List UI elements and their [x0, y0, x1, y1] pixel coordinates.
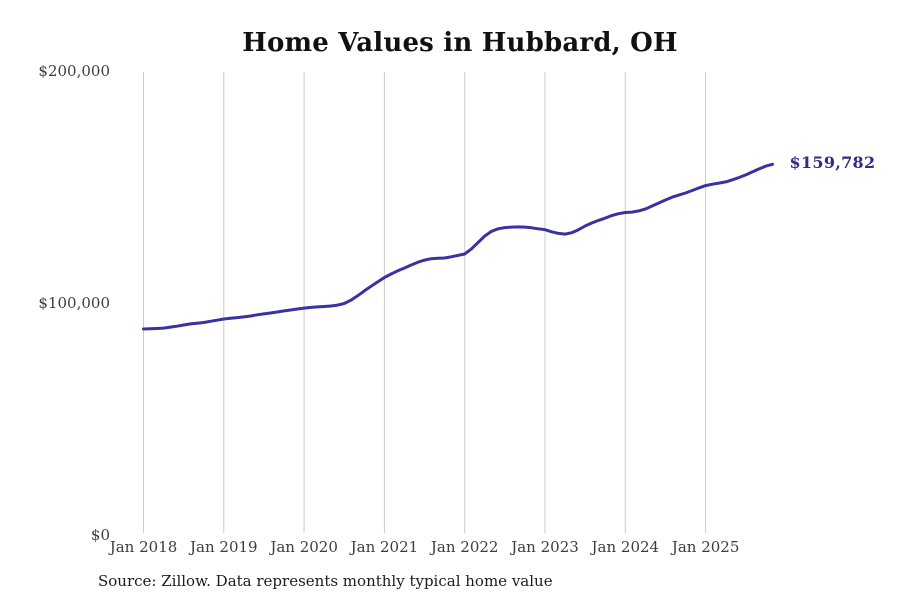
x-tick-label: Jan 2025 [671, 538, 740, 556]
y-tick-label: $100,000 [38, 294, 110, 312]
x-tick-label: Jan 2024 [591, 538, 660, 556]
final-value-label: $159,782 [789, 153, 876, 173]
x-tick-label: Jan 2020 [270, 538, 338, 556]
y-tick-label: $200,000 [38, 62, 110, 80]
x-tick-label: Jan 2023 [511, 538, 579, 556]
home-value-line [142, 162, 774, 331]
source-note: Source: Zillow. Data represents monthly … [98, 572, 553, 590]
chart-title: Home Values in Hubbard, OH [242, 28, 678, 58]
x-tick-label: Jan 2022 [430, 538, 499, 556]
x-tick-label: Jan 2019 [190, 538, 258, 556]
x-tick-label: Jan 2021 [350, 538, 419, 556]
x-tick-label: Jan 2018 [109, 538, 178, 556]
y-tick-label: $0 [90, 526, 110, 544]
